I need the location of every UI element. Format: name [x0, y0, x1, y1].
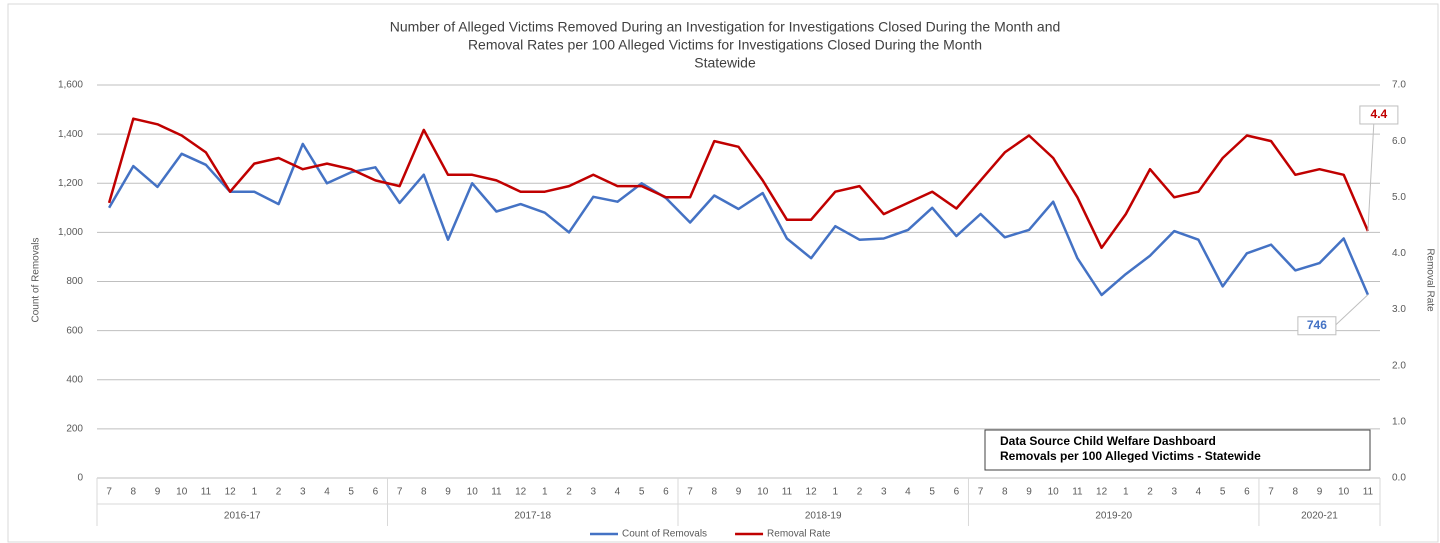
- group-label: 2018-19: [805, 511, 842, 522]
- x-tick-label: 12: [806, 487, 818, 498]
- series-line: [107, 117, 1370, 250]
- chart-border: [7, 3, 1439, 543]
- x-tick-label: 4: [1196, 487, 1202, 498]
- x-tick-label: 5: [348, 487, 354, 498]
- y-tick-label: 400: [66, 374, 83, 385]
- annotation: Data Source Child Welfare Dashboard: [1000, 434, 1216, 448]
- x-tick-label: 5: [929, 487, 935, 498]
- x-tick-label: 5: [639, 487, 645, 498]
- x-tick-label: 7: [397, 487, 403, 498]
- y2-tick-label: 2.0: [1392, 360, 1406, 371]
- legend-label: Count of Removals: [622, 529, 707, 540]
- x-tick-label: 1: [542, 487, 548, 498]
- group-label: 2017-18: [514, 511, 551, 522]
- x-tick-label: 12: [1096, 487, 1108, 498]
- x-tick-label: 7: [1268, 487, 1274, 498]
- x-tick-label: 2: [566, 487, 572, 498]
- x-tick-label: 9: [445, 487, 451, 498]
- x-tick-label: 2: [276, 487, 282, 498]
- x-tick-label: 9: [1317, 487, 1323, 498]
- x-tick-label: 3: [1171, 487, 1177, 498]
- x-tick-label: 1: [252, 487, 258, 498]
- y-tick-label: 600: [66, 325, 83, 336]
- series-line: [108, 142, 1370, 297]
- x-tick-label: 9: [1026, 487, 1032, 498]
- x-tick-label: 11: [782, 487, 793, 498]
- chart-title: Removal Rates per 100 Alleged Victims fo…: [468, 37, 982, 53]
- y2-tick-label: 4.0: [1392, 248, 1406, 259]
- x-tick-label: 10: [176, 487, 188, 498]
- y2-tick-label: 3.0: [1392, 304, 1406, 315]
- chart-title: Number of Alleged Victims Removed During…: [390, 19, 1061, 35]
- x-tick-label: 5: [1220, 487, 1226, 498]
- x-tick-label: 6: [954, 487, 960, 498]
- x-tick-label: 10: [467, 487, 479, 498]
- x-tick-label: 11: [201, 487, 212, 498]
- x-tick-label: 6: [663, 487, 669, 498]
- annotation: Removals per 100 Alleged Victims - State…: [1000, 449, 1261, 463]
- y-tick-label: 200: [66, 424, 83, 435]
- x-tick-label: 7: [106, 487, 112, 498]
- group-label: 2016-17: [224, 511, 261, 522]
- x-tick-label: 11: [1363, 487, 1374, 498]
- y2-tick-label: 6.0: [1392, 136, 1406, 147]
- x-tick-label: 8: [712, 487, 718, 498]
- x-tick-label: 2: [857, 487, 863, 498]
- x-tick-label: 10: [757, 487, 769, 498]
- y2-tick-label: 7.0: [1392, 80, 1406, 91]
- x-tick-label: 8: [1292, 487, 1298, 498]
- legend-label: Removal Rate: [767, 529, 831, 540]
- x-tick-label: 2: [1147, 487, 1153, 498]
- chart-title: Statewide: [694, 55, 756, 71]
- callout-box: [1297, 316, 1337, 336]
- x-tick-label: 4: [905, 487, 911, 498]
- annotation-box: [984, 429, 1371, 471]
- y2-axis-label: Removal Rate: [1424, 248, 1435, 312]
- y-tick-label: 1,600: [58, 80, 83, 91]
- x-tick-label: 1: [1123, 487, 1129, 498]
- x-tick-label: 7: [978, 487, 984, 498]
- y-tick-label: 0: [77, 473, 83, 484]
- x-tick-label: 9: [736, 487, 742, 498]
- y-tick-label: 1,400: [58, 129, 83, 140]
- x-tick-label: 12: [225, 487, 237, 498]
- x-tick-label: 4: [615, 487, 621, 498]
- y-axis-label: Count of Removals: [31, 237, 42, 322]
- y-tick-label: 800: [66, 276, 83, 287]
- x-tick-label: 11: [491, 487, 502, 498]
- x-tick-label: 8: [131, 487, 137, 498]
- x-tick-label: 3: [881, 487, 887, 498]
- y2-tick-label: 5.0: [1392, 192, 1406, 203]
- group-label: 2020-21: [1301, 511, 1338, 522]
- data-label: 4.4: [1371, 107, 1388, 121]
- x-tick-label: 3: [300, 487, 306, 498]
- x-tick-label: 6: [373, 487, 379, 498]
- y-tick-label: 1,000: [58, 227, 83, 238]
- y2-tick-label: 0.0: [1392, 473, 1406, 484]
- x-tick-label: 8: [1002, 487, 1008, 498]
- group-label: 2019-20: [1095, 511, 1132, 522]
- x-tick-label: 9: [155, 487, 161, 498]
- x-tick-label: 4: [324, 487, 330, 498]
- x-tick-label: 10: [1048, 487, 1060, 498]
- callout-leader: [1367, 121, 1375, 231]
- callout-leader: [1335, 294, 1369, 326]
- x-tick-label: 6: [1244, 487, 1250, 498]
- y-tick-label: 1,200: [58, 178, 83, 189]
- x-tick-label: 8: [421, 487, 427, 498]
- x-tick-label: 1: [833, 487, 839, 498]
- data-label: 746: [1307, 318, 1327, 332]
- x-tick-label: 3: [590, 487, 596, 498]
- x-tick-label: 7: [687, 487, 693, 498]
- x-tick-label: 12: [515, 487, 527, 498]
- x-tick-label: 11: [1072, 487, 1083, 498]
- y2-tick-label: 1.0: [1392, 416, 1406, 427]
- callout-box: [1359, 105, 1399, 125]
- x-tick-label: 10: [1338, 487, 1350, 498]
